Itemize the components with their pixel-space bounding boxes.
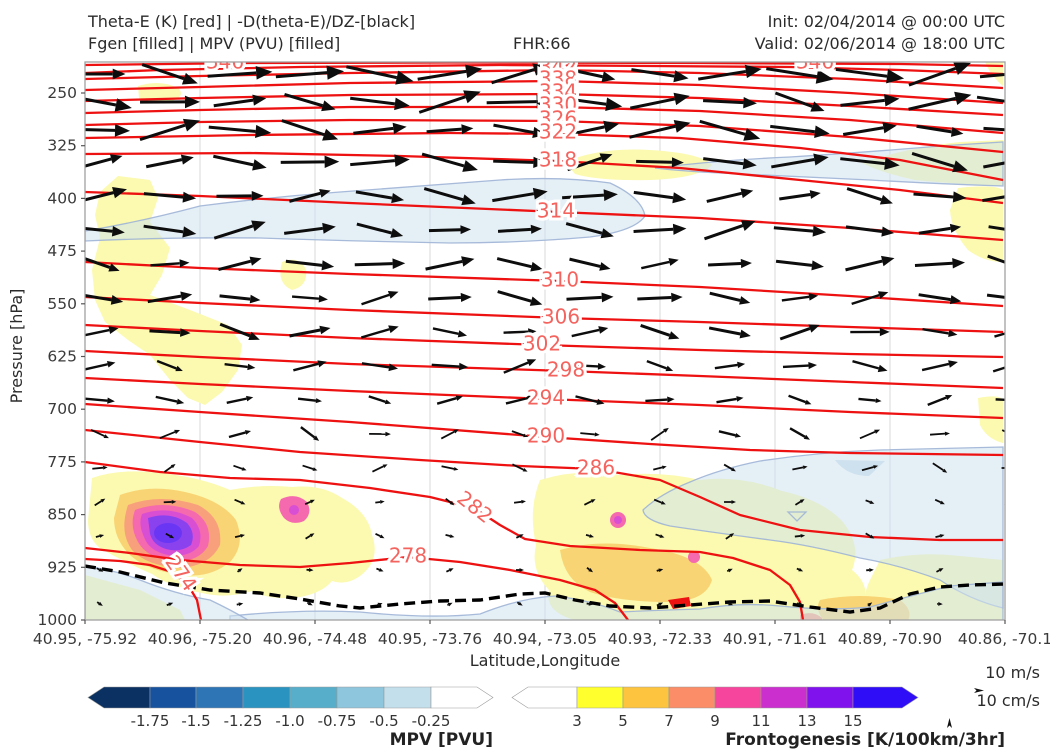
theta-e-label-346: 346: [206, 50, 244, 74]
svg-text:13: 13: [797, 712, 816, 730]
svg-text:925: 925: [47, 558, 77, 576]
plot-area: 346 3463423383343303263223183143103063022…: [85, 50, 1005, 620]
theta-e-label-338: 338: [539, 67, 577, 91]
y-axis-title: Pressure [hPa]: [7, 289, 26, 404]
wind-ref-arrow-up-icon: [947, 718, 952, 728]
theta-e-label-326: 326: [539, 107, 577, 131]
svg-text:700: 700: [47, 400, 77, 418]
theta-e-label-294: 294: [527, 386, 565, 410]
svg-text:40.95, -73.76: 40.95, -73.76: [378, 630, 482, 648]
theta-e-label-282: 282: [452, 486, 497, 528]
svg-text:7: 7: [664, 712, 674, 730]
mpv-fill-regions: [85, 141, 1004, 620]
theta-e-contour-labels: 346 3463423383343303263223183143103063022…: [157, 50, 837, 599]
theta-e-label-346: 346: [796, 50, 834, 74]
svg-text:40.95, -75.92: 40.95, -75.92: [33, 630, 137, 648]
svg-text:15: 15: [843, 712, 862, 730]
svg-text:850: 850: [47, 506, 77, 524]
svg-text:325: 325: [47, 137, 77, 155]
figure-title-line1: Theta-E (K) [red] | -D(theta-E)/DZ-[blac…: [88, 12, 416, 31]
wind-ref-vertical: 10 cm/s: [976, 691, 1040, 710]
svg-text:775: 775: [47, 453, 77, 471]
svg-text:3: 3: [572, 712, 582, 730]
svg-text:40.96, -75.20: 40.96, -75.20: [148, 630, 252, 648]
svg-text:-0.75: -0.75: [318, 712, 357, 730]
theta-e-label-330: 330: [539, 93, 577, 117]
theta-e-contours: [85, 62, 1004, 620]
theta-e-label-334: 334: [539, 80, 577, 104]
svg-text:-1.5: -1.5: [181, 712, 210, 730]
theta-e-label-298: 298: [547, 358, 585, 382]
svg-text:550: 550: [47, 295, 77, 313]
theta-e-label-278: 278: [389, 544, 427, 568]
wind-vector-arrows: [85, 62, 1005, 607]
svg-text:40.86, -70.1: 40.86, -70.1: [958, 630, 1050, 648]
svg-text:-1.0: -1.0: [275, 712, 304, 730]
theta-e-label-310: 310: [541, 268, 579, 292]
svg-text:11: 11: [751, 712, 770, 730]
svg-text:-1.25: -1.25: [224, 712, 263, 730]
svg-text:5: 5: [618, 712, 628, 730]
figure-title-line2: Fgen [filled] | MPV (PVU) [filled]: [88, 34, 341, 53]
wind-ref-horizontal: 10 m/s: [985, 663, 1040, 682]
svg-text:40.94, -73.05: 40.94, -73.05: [493, 630, 597, 648]
theta-e-label-302: 302: [523, 332, 561, 356]
svg-text:-1.75: -1.75: [131, 712, 170, 730]
init-time-label: Init: 02/04/2014 @ 00:00 UTC: [767, 12, 1005, 31]
theta-e-label-322: 322: [539, 120, 577, 144]
x-axis-title: Latitude,Longitude: [470, 651, 621, 670]
svg-text:40.91, -71.61: 40.91, -71.61: [723, 630, 827, 648]
theta-e-label-314: 314: [537, 199, 575, 223]
svg-text:9: 9: [710, 712, 720, 730]
wind-reference-legend: 10 m/s 10 cm/s: [947, 663, 1040, 728]
axis-ticks: [81, 92, 1006, 624]
theta-e-label-290: 290: [527, 424, 565, 448]
theta-e-label-318: 318: [539, 148, 577, 172]
svg-text:250: 250: [47, 84, 77, 102]
svg-text:625: 625: [47, 348, 77, 366]
forecast-hour-label: FHR:66: [513, 34, 571, 53]
svg-text:475: 475: [47, 242, 77, 260]
theta-e-label-306: 306: [542, 305, 580, 329]
svg-text:400: 400: [47, 189, 77, 207]
svg-text:40.96, -74.48: 40.96, -74.48: [263, 630, 367, 648]
theta-e-label-286: 286: [577, 456, 615, 480]
svg-text:1000: 1000: [38, 611, 77, 629]
valid-time-label: Valid: 02/06/2014 @ 18:00 UTC: [754, 34, 1005, 53]
axis-tick-labels: 250325400475550625700775850925100040.95,…: [33, 84, 1050, 648]
svg-text:40.89, -70.90: 40.89, -70.90: [838, 630, 942, 648]
fgen-colorbar-label: Frontogenesis [K/100km/3hr]: [725, 730, 1005, 750]
theta-e-label-342: 342: [539, 55, 577, 79]
mpv-colorbar-label: MPV [PVU]: [390, 730, 493, 750]
wind-ref-arrow-right-icon: [974, 688, 984, 693]
svg-text:40.93, -72.33: 40.93, -72.33: [608, 630, 712, 648]
svg-text:-0.25: -0.25: [412, 712, 451, 730]
dthetae-dz-dashed-contour: [85, 564, 1005, 614]
svg-text:-0.5: -0.5: [369, 712, 398, 730]
